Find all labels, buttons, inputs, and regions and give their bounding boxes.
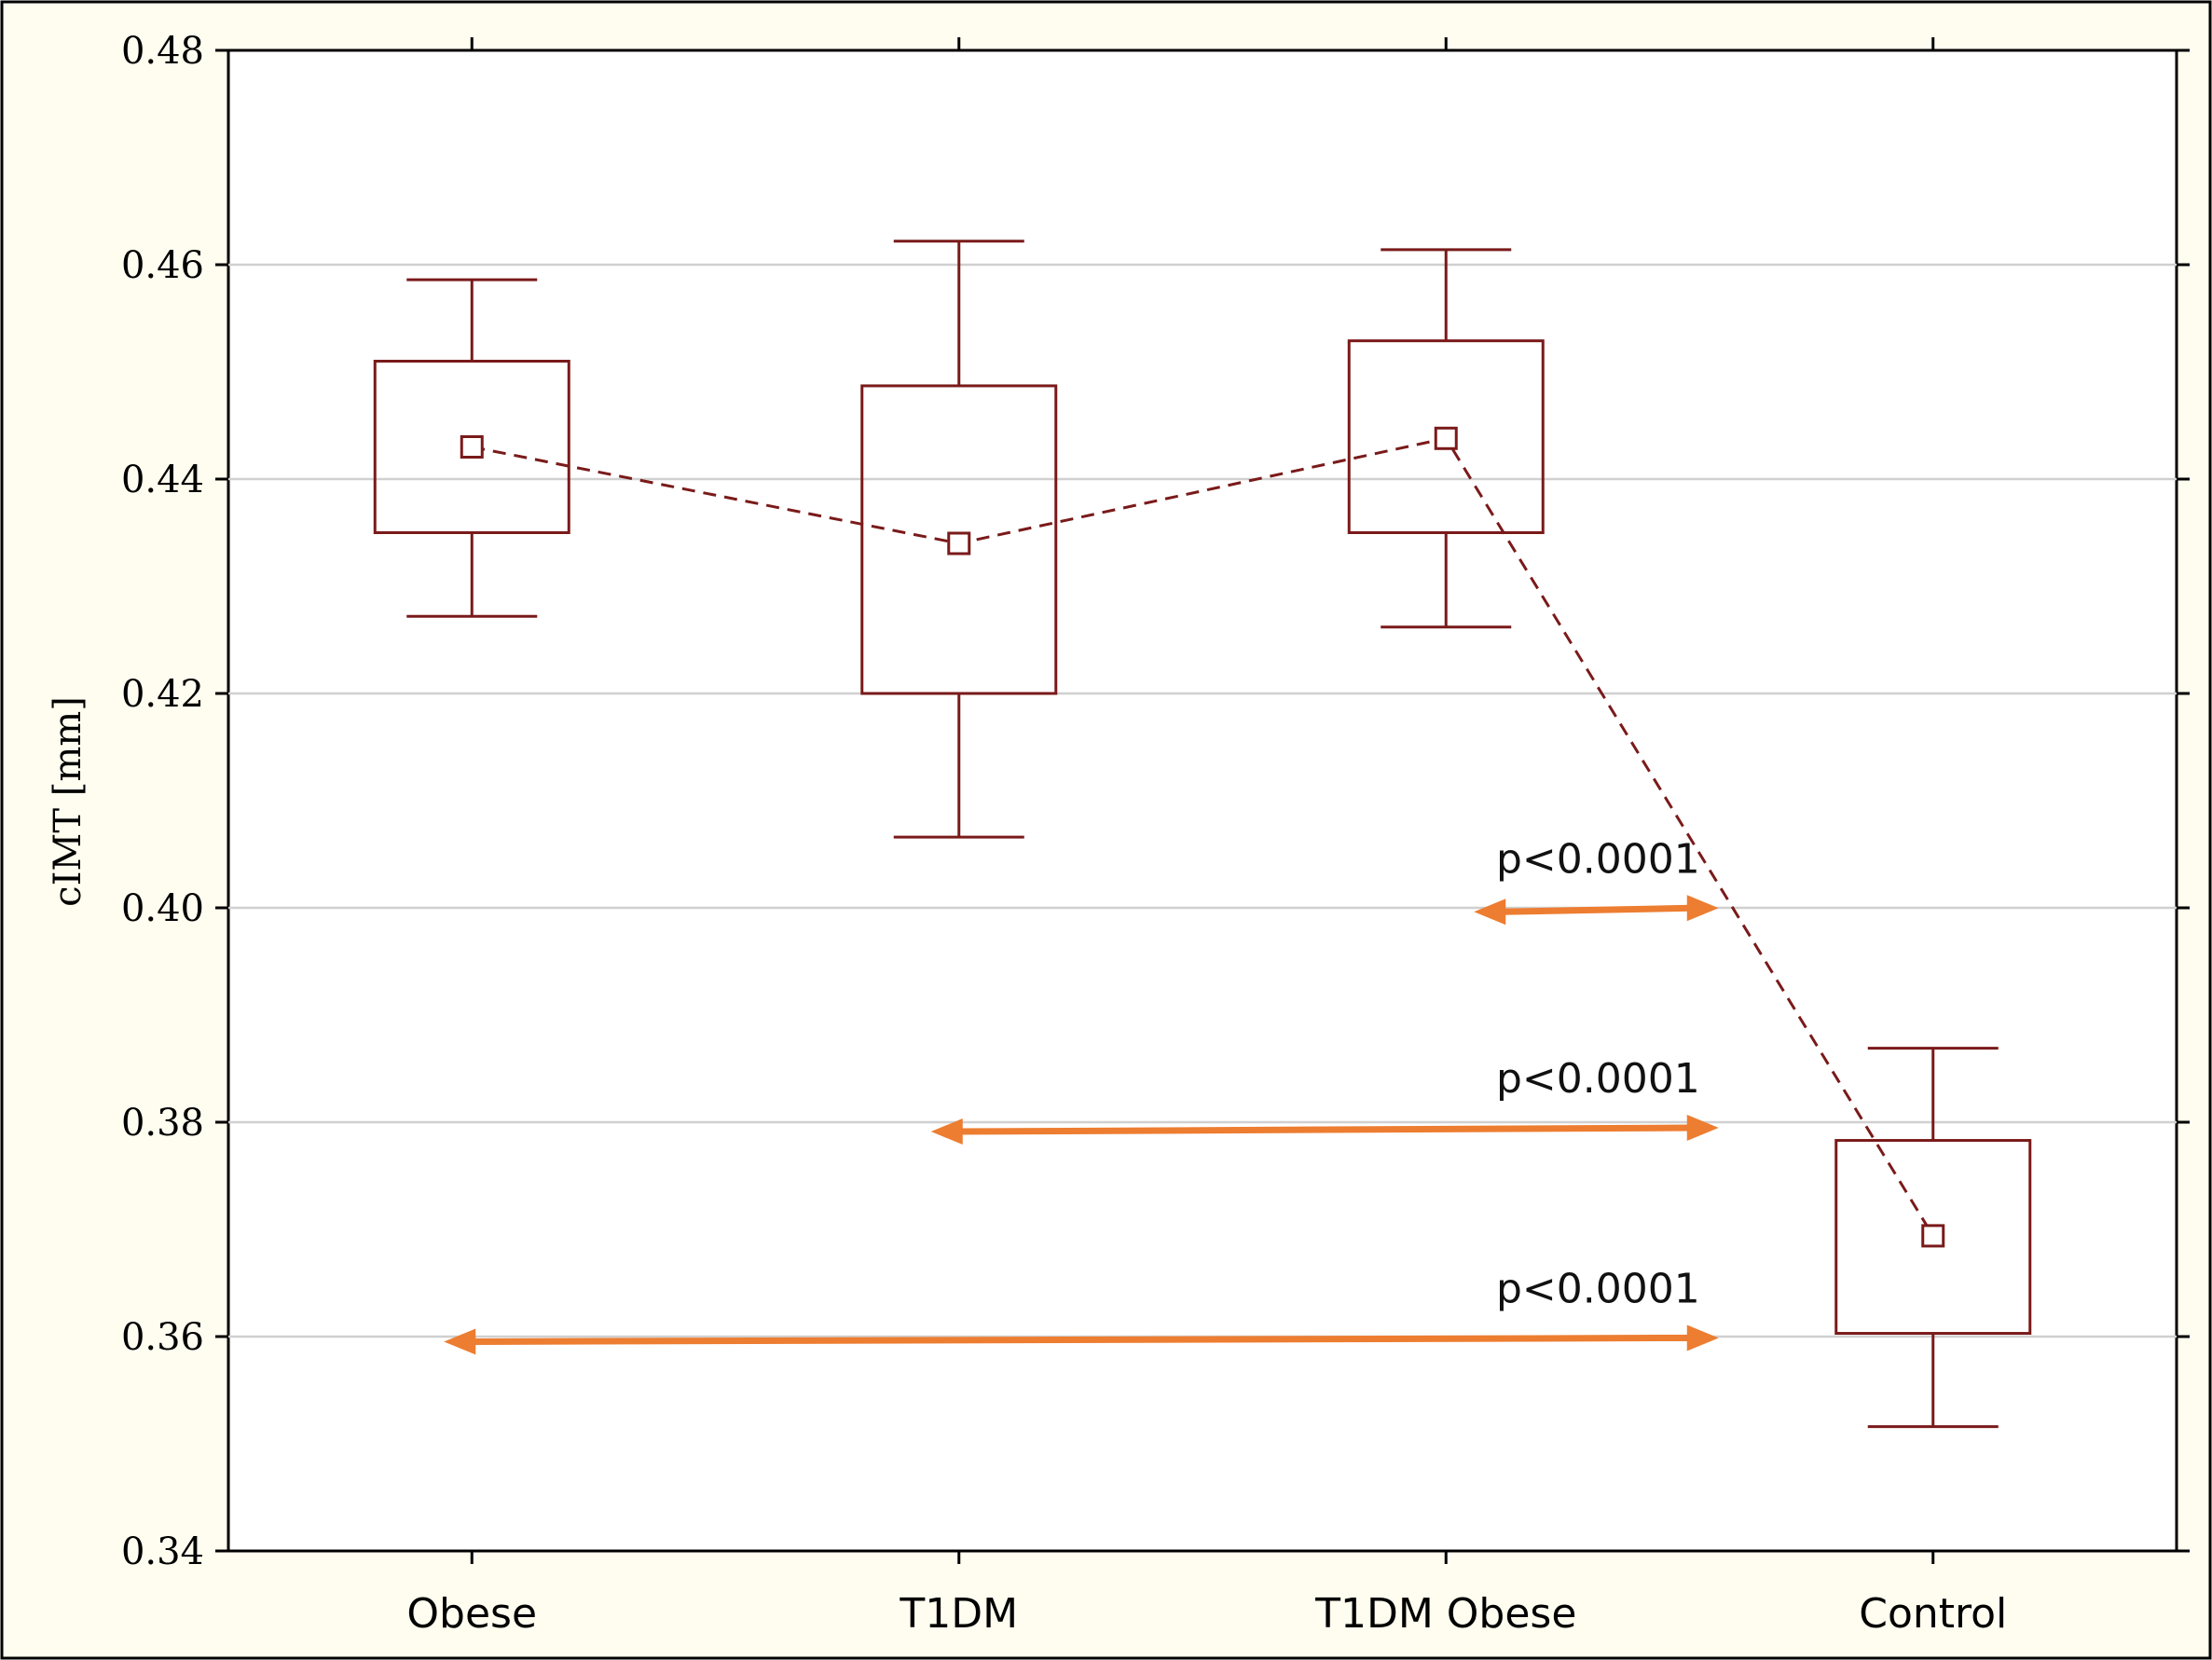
y-tick-label: 0.34 xyxy=(121,1530,204,1573)
y-tick-label: 0.44 xyxy=(121,459,204,501)
p-value-label: p<0.0001 xyxy=(1496,1055,1700,1103)
x-tick-label: T1DM Obese xyxy=(1314,1590,1576,1638)
significance-arrow xyxy=(472,1334,1691,1345)
p-value-label: p<0.0001 xyxy=(1496,1265,1700,1312)
p-value-label: p<0.0001 xyxy=(1496,835,1700,883)
significance-arrow xyxy=(1502,904,1691,915)
box xyxy=(373,360,570,534)
arrow-head xyxy=(930,1118,963,1146)
ticks-layer: 0.34 0.36 0.38 0.40 0.42 0.44 0.46 0.48 Obese T1D… xyxy=(121,30,2190,1638)
series-layer xyxy=(373,240,2032,1429)
arrow-head xyxy=(1474,899,1506,926)
box xyxy=(1347,339,1545,534)
annotation-layer: p<0.0001 p<0.0001 p<0.0001 xyxy=(444,835,1719,1355)
box xyxy=(860,384,1058,695)
mean-marker xyxy=(947,531,971,556)
y-tick-label: 0.40 xyxy=(121,887,204,930)
y-tick-label: 0.38 xyxy=(121,1102,204,1145)
x-tick-label: T1DM xyxy=(899,1590,1018,1638)
x-tick-label: Obese xyxy=(406,1590,537,1638)
significance-arrow xyxy=(958,1124,1691,1135)
mean-line xyxy=(471,436,1935,1237)
plot-area xyxy=(227,48,2178,1553)
mean-marker xyxy=(1434,426,1458,450)
arrow-head xyxy=(1686,895,1719,922)
arrow-head xyxy=(1686,1324,1719,1351)
arrow-head xyxy=(1686,1115,1719,1142)
x-tick-label: Control xyxy=(1859,1590,2007,1638)
box xyxy=(1834,1139,2032,1336)
y-tick-label: 0.42 xyxy=(121,673,204,716)
y-tick-label: 0.36 xyxy=(121,1316,204,1359)
grid-layer xyxy=(228,263,2177,1338)
arrow-head xyxy=(444,1328,476,1355)
y-tick-label: 0.48 xyxy=(121,30,204,73)
mean-marker xyxy=(460,435,484,459)
mean-marker xyxy=(1921,1224,1945,1248)
y-tick-label: 0.46 xyxy=(121,244,204,287)
y-axis-label: cIMT [mm] xyxy=(47,696,89,907)
